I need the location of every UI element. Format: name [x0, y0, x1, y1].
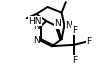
Text: HN: HN: [28, 17, 42, 25]
Text: N: N: [54, 19, 61, 28]
Text: F: F: [86, 38, 92, 46]
Text: F: F: [72, 56, 77, 65]
Text: N: N: [33, 36, 40, 45]
Text: F: F: [72, 26, 77, 35]
Text: N: N: [65, 21, 72, 30]
Text: N: N: [33, 22, 40, 31]
